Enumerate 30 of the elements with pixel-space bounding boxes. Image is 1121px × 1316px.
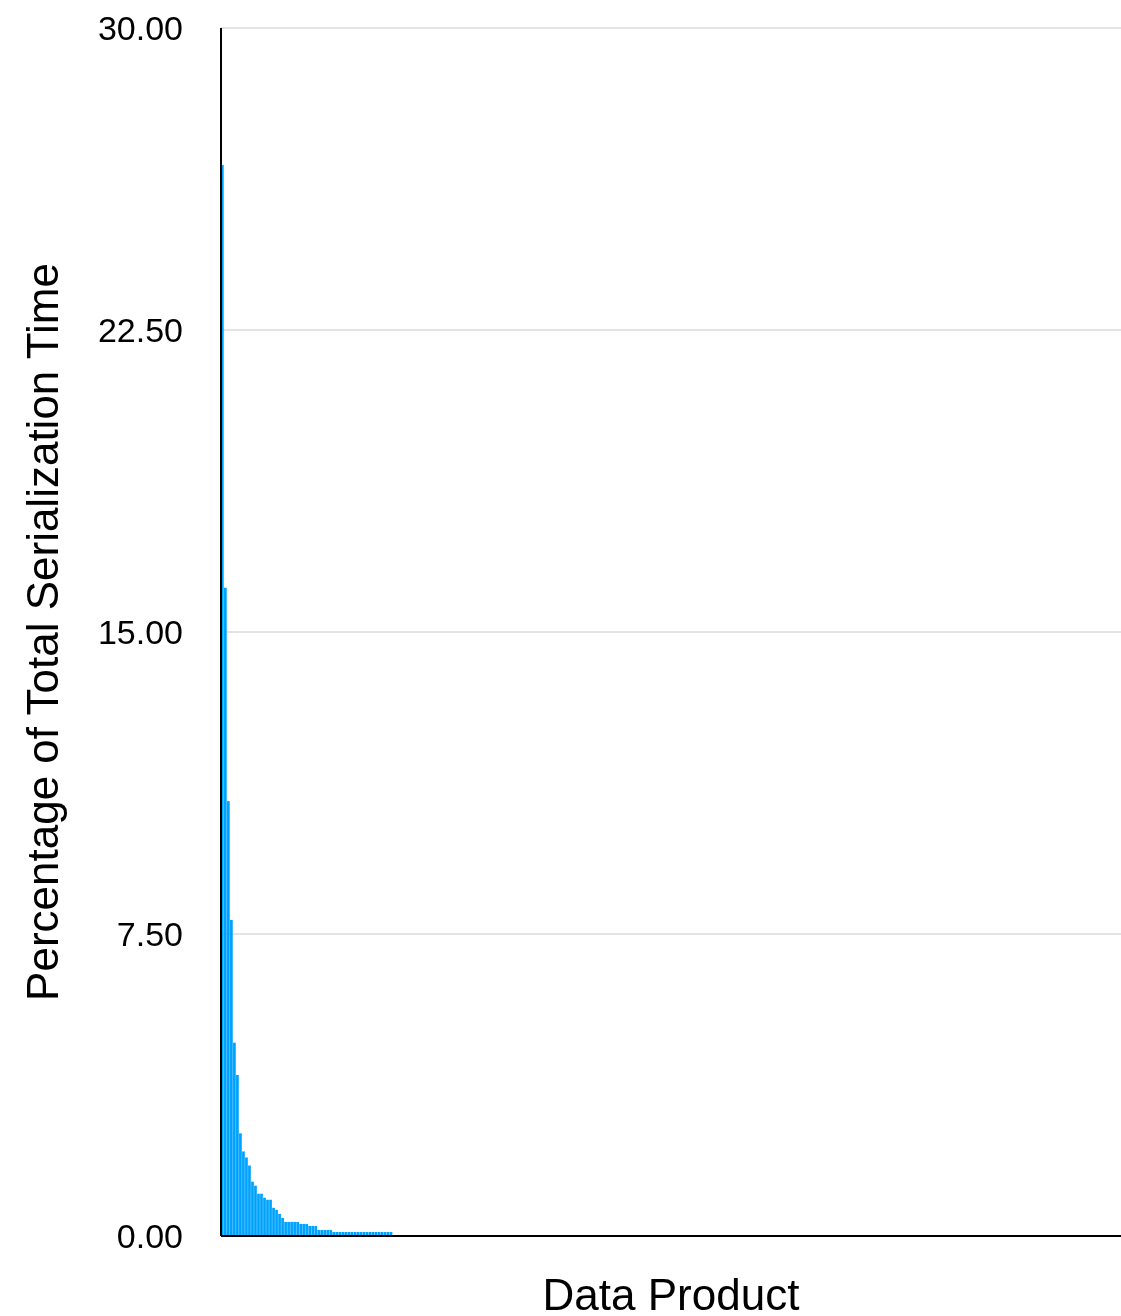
bar [308, 1225, 312, 1236]
bar [317, 1229, 321, 1236]
bar [254, 1185, 257, 1236]
bar [311, 1225, 315, 1236]
bar [299, 1223, 302, 1236]
bar [269, 1199, 272, 1236]
bar [293, 1221, 296, 1236]
bar [284, 1221, 287, 1236]
bar [323, 1229, 327, 1236]
y-tick-label: 15.00 [97, 613, 183, 651]
bar [290, 1221, 293, 1236]
bar [314, 1225, 318, 1236]
bar [260, 1193, 263, 1236]
bar [287, 1221, 290, 1236]
y-tick-label: 22.50 [97, 311, 183, 349]
x-axis-title: Data Product [542, 1270, 800, 1316]
bar [266, 1199, 269, 1236]
bar [305, 1223, 309, 1236]
bar [263, 1197, 266, 1236]
bar [302, 1223, 306, 1236]
bar [278, 1213, 281, 1236]
bar [326, 1229, 330, 1236]
bar [281, 1217, 284, 1236]
bar [275, 1209, 278, 1236]
y-tick-label: 0.00 [116, 1217, 183, 1255]
y-axis-title: Percentage of Total Serialization Time [18, 263, 67, 1001]
y-tick-label: 30.00 [97, 9, 183, 47]
y-tick-label: 7.50 [116, 915, 183, 953]
bar [296, 1221, 299, 1236]
bar [320, 1229, 324, 1236]
